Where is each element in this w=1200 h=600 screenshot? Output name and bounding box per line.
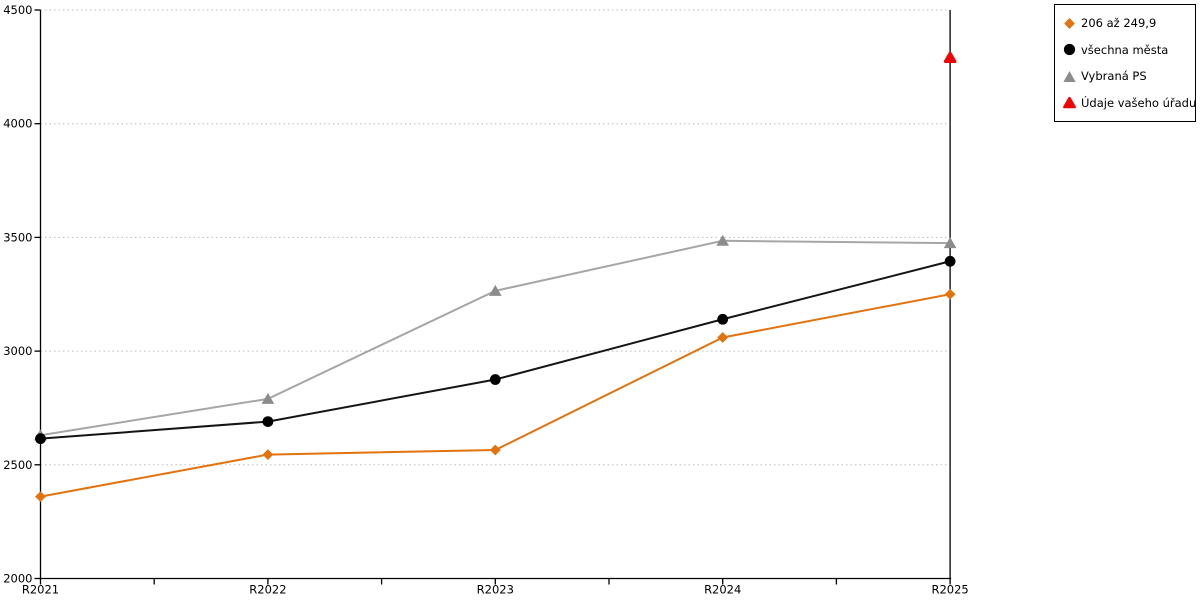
svg-text:R2022: R2022 <box>249 583 286 597</box>
circle-marker-icon <box>1063 44 1076 56</box>
svg-text:R2021: R2021 <box>22 583 59 597</box>
svg-text:4500: 4500 <box>3 3 32 17</box>
triangle-marker-icon <box>1063 70 1076 82</box>
legend: 206 až 249,9 všechna města Vybraná PS Úd… <box>1054 4 1196 122</box>
svg-text:R2023: R2023 <box>477 583 514 597</box>
red-triangle-marker-icon <box>1063 97 1076 109</box>
legend-label: Údaje vašeho úřadu <box>1081 95 1197 110</box>
diamond-marker-icon <box>1064 17 1075 29</box>
legend-item-206-az-249-9: 206 až 249,9 <box>1062 16 1193 31</box>
legend-label: Vybraná PS <box>1081 69 1147 84</box>
svg-text:4000: 4000 <box>3 117 32 131</box>
svg-text:2000: 2000 <box>3 572 32 586</box>
legend-item-udaje-vaseho-uradu: Údaje vašeho úřadu <box>1062 95 1197 110</box>
svg-text:3500: 3500 <box>3 230 32 244</box>
legend-item-vybrana-ps: Vybraná PS <box>1062 69 1193 84</box>
legend-label: 206 až 249,9 <box>1081 16 1157 31</box>
svg-text:3000: 3000 <box>3 344 32 358</box>
svg-text:2500: 2500 <box>3 458 32 472</box>
svg-text:R2024: R2024 <box>704 583 741 597</box>
legend-label: všechna města <box>1081 42 1169 57</box>
svg-text:R2025: R2025 <box>931 583 968 597</box>
legend-item-vsechna-mesta: všechna města <box>1062 42 1193 57</box>
